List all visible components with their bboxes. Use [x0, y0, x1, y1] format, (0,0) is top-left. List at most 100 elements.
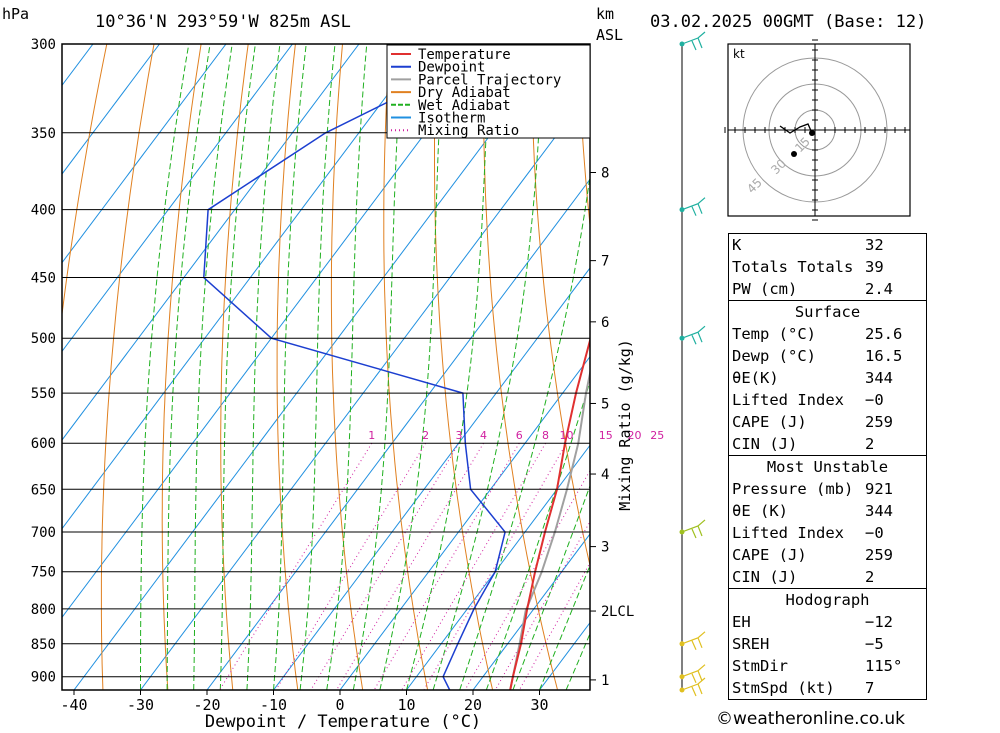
pressure-tick-label: 600 — [31, 436, 56, 452]
isotherm-line — [140, 89, 590, 690]
stat-row-label: K — [732, 236, 742, 254]
mixing-ratio-line — [275, 442, 427, 690]
stat-row-value: 259 — [865, 413, 893, 431]
stat-row-label: PW (cm) — [732, 280, 798, 298]
mixing-ratio-label: 20 — [627, 429, 641, 442]
pressure-tick-label: 400 — [31, 203, 56, 219]
wet-adiabat-line — [166, 44, 211, 690]
mixing-ratio-line — [519, 561, 590, 690]
wet-adiabat-line — [273, 44, 307, 690]
stat-row: EH −12 — [729, 611, 926, 633]
stat-row: Lifted Index −0 — [729, 522, 926, 544]
stat-row-label: SREH — [732, 635, 770, 653]
stat-row-value: −5 — [865, 635, 884, 653]
dry-adiabat-line — [62, 44, 108, 318]
dry-adiabat-line — [483, 44, 558, 690]
stat-row-label: StmDir — [732, 657, 788, 675]
stat-row-label: Temp (°C) — [732, 325, 816, 343]
isotherm-line — [472, 533, 590, 690]
wet-adiabat-line — [326, 44, 368, 690]
stat-row-value: 16.5 — [865, 347, 903, 365]
wet-adiabat-line — [379, 44, 444, 690]
dry-adiabat-line — [383, 44, 428, 690]
stat-row: Dewp (°C) 16.5 — [729, 345, 926, 367]
mixing-ratio-label: 15 — [599, 429, 613, 442]
isotherm-line — [406, 444, 590, 690]
stat-row: StmSpd (kt) 7 — [729, 677, 926, 699]
stat-row: Lifted Index −0 — [729, 389, 926, 411]
wind-barb — [681, 325, 706, 345]
mixing-ratio-label: 1 — [368, 429, 375, 442]
wet-adiabat-line — [193, 44, 233, 690]
legend-entry: Dewpoint — [418, 60, 485, 76]
pressure-tick-label: 550 — [31, 386, 56, 402]
legend-entry: Parcel Trajectory — [418, 72, 561, 88]
surface-box: Surface Temp (°C) 25.6 Dewp (°C) 16.5 θE(K) 34… — [728, 300, 927, 455]
stat-row-label: Pressure (mb) — [732, 480, 854, 498]
parcel-trajectory-line — [509, 98, 590, 690]
stat-row-value: 39 — [865, 258, 884, 276]
stat-row-value: −0 — [865, 524, 884, 542]
mixing-ratio-label: 2 — [422, 429, 429, 442]
temperature-line — [509, 333, 590, 690]
wet-adiabat-line — [512, 484, 590, 690]
most-unstable-box: Most Unstable Pressure (mb) 921 θE (K) 344 Li… — [728, 455, 927, 588]
dry-adiabat-line — [577, 44, 590, 230]
stat-row-value: 2 — [865, 568, 875, 586]
stat-row: Pressure (mb) 921 — [729, 478, 926, 500]
stat-row: Totals Totals 39 — [729, 256, 926, 278]
stat-row: CAPE (J) 259 — [729, 411, 926, 433]
isotherm-line — [62, 44, 293, 353]
wet-adiabat-line — [140, 44, 190, 690]
stat-row: StmDir 115° — [729, 655, 926, 677]
pressure-tick-label: 900 — [31, 670, 56, 686]
mixing-ratio-label: 25 — [650, 429, 664, 442]
wet-adiabat-line — [219, 44, 256, 690]
stat-row-value: 32 — [865, 236, 884, 254]
stat-row-value: 2 — [865, 435, 875, 453]
wet-adiabat-line — [485, 379, 590, 690]
legend-entry: Temperature — [418, 47, 511, 63]
temp-tick-label: 20 — [464, 696, 482, 714]
hpa-unit-label: hPa — [2, 5, 30, 23]
stat-row-value: −0 — [865, 391, 884, 409]
mixing-ratio-label: 6 — [516, 429, 523, 442]
stat-row-value: 344 — [865, 502, 893, 520]
stat-row-label: Lifted Index — [732, 524, 844, 542]
plot-frame — [61, 43, 591, 691]
stat-row: K 32 — [729, 234, 926, 256]
mixing-ratio-line — [336, 442, 484, 690]
dry-adiabat-line — [220, 44, 249, 690]
km-tick-label: 3 — [601, 540, 609, 556]
stat-row-value: −12 — [865, 613, 893, 631]
wind-barb — [681, 664, 706, 683]
isotherm-line — [62, 44, 426, 530]
stat-row-label: θE(K) — [732, 369, 779, 387]
stat-row-label: θE (K) — [732, 502, 788, 520]
km-tick-label: 1 — [601, 673, 609, 689]
pressure-tick-label: 500 — [31, 331, 56, 347]
stat-row-label: StmSpd (kt) — [732, 679, 835, 697]
isotherm-line — [273, 267, 590, 690]
stat-row-label: EH — [732, 613, 751, 631]
stats-panel: K 32 Totals Totals 39 PW (cm) 2.4 Surface Temp… — [728, 233, 927, 700]
location-title: 10°36'N 293°59'W 825m ASL — [95, 12, 351, 32]
stat-row-label: CIN (J) — [732, 568, 798, 586]
stat-row: CAPE (J) 259 — [729, 544, 926, 566]
hodograph-point — [809, 130, 815, 136]
stat-row-value: 115° — [865, 657, 903, 675]
stat-row-value: 259 — [865, 546, 893, 564]
km-tick-label: 7 — [601, 254, 609, 270]
temp-tick-label: 0 — [335, 696, 344, 714]
stat-row: SREH −5 — [729, 633, 926, 655]
dry-adiabat-line — [100, 44, 155, 690]
hodograph-unit: kt — [733, 47, 745, 61]
lcl-label: LCL — [609, 604, 634, 620]
wind-barb — [681, 519, 706, 539]
dewpoint-line — [203, 44, 506, 690]
mixing-ratio-label: 10 — [559, 429, 573, 442]
isotherm-line — [206, 178, 590, 690]
asl-unit-label: ASL — [596, 26, 624, 44]
